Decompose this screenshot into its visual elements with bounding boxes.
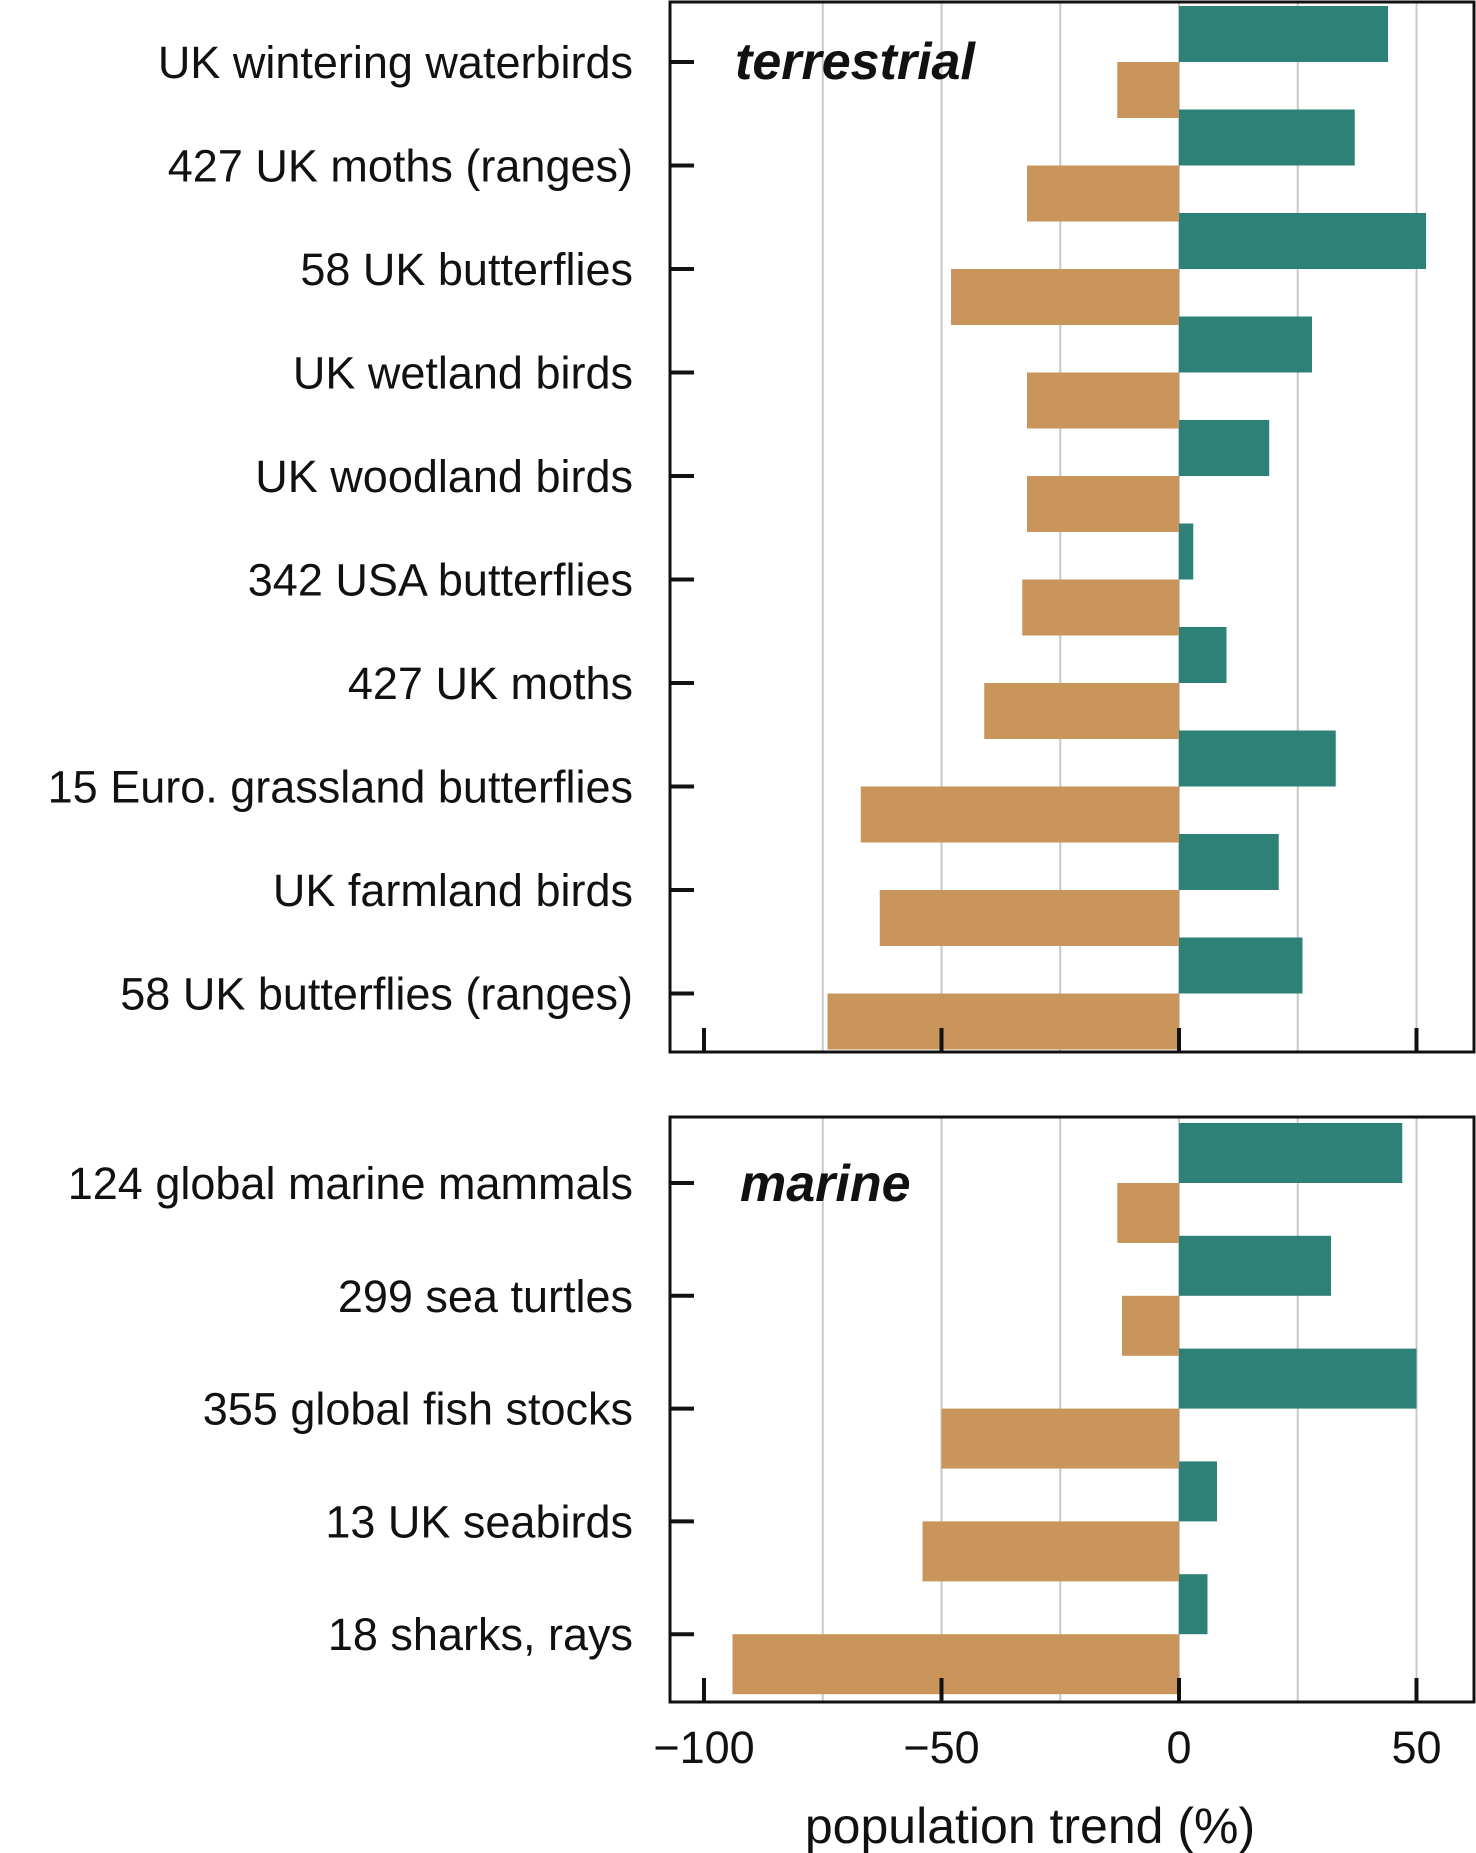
- bar-increase-uk-wetland-birds: [1179, 316, 1312, 373]
- bar-decline-uk-farmland-birds: [879, 890, 1179, 946]
- bar-decline-uk-wetland-birds: [1027, 372, 1179, 429]
- x-tick-label: −100: [653, 1722, 754, 1773]
- bar-increase-uk-woodland-birds: [1179, 420, 1270, 476]
- category-label-uk-wintering-waterbirds: UK wintering waterbirds: [158, 37, 633, 88]
- bar-increase-124-global-marine-mammals: [1179, 1123, 1403, 1183]
- bar-increase-58-uk-butterflies: [1179, 213, 1426, 269]
- x-tick-label: 0: [1166, 1722, 1191, 1773]
- category-label-15-euro-grassland-butterflies: 15 Euro. grassland butterflies: [48, 762, 633, 813]
- bar-decline-58-uk-butterflies: [951, 269, 1179, 325]
- bar-decline-uk-woodland-birds: [1027, 476, 1179, 532]
- category-label-58-uk-butterflies-ranges: 58 UK butterflies (ranges): [120, 969, 633, 1020]
- bar-increase-uk-farmland-birds: [1179, 834, 1279, 890]
- bar-decline-58-uk-butterflies-ranges: [827, 993, 1179, 1050]
- bar-decline-427-uk-moths: [984, 683, 1179, 739]
- category-label-18-sharks-rays: 18 sharks, rays: [328, 1609, 633, 1660]
- terrestrial-panel-title: terrestrial: [735, 33, 976, 91]
- category-label-uk-woodland-birds: UK woodland birds: [255, 451, 633, 502]
- category-label-299-sea-turtles: 299 sea turtles: [338, 1271, 633, 1322]
- bar-increase-427-uk-moths: [1179, 627, 1227, 683]
- bar-decline-427-uk-moths-ranges: [1027, 165, 1179, 222]
- category-label-uk-farmland-birds: UK farmland birds: [273, 865, 633, 916]
- terrestrial-panel: UK wintering waterbirds 427 UK moths (ran…: [48, 0, 1476, 1054]
- terrestrial-frame: [668, 0, 1476, 1054]
- bar-increase-13-uk-seabirds: [1179, 1461, 1217, 1522]
- category-label-58-uk-butterflies: 58 UK butterflies: [300, 244, 633, 295]
- bar-increase-355-global-fish-stocks: [1179, 1348, 1417, 1409]
- category-label-124-global-marine-mammals: 124 global marine mammals: [68, 1158, 633, 1209]
- x-axis: −100 −50 0 50: [653, 1722, 1441, 1773]
- marine-frame: [668, 1115, 1476, 1704]
- marine-panel: 124 global marine mammals 299 sea turtles…: [68, 1115, 1476, 1704]
- bar-decline-13-uk-seabirds: [922, 1521, 1179, 1582]
- bar-increase-58-uk-butterflies-ranges: [1179, 937, 1303, 994]
- bar-increase-427-uk-moths-ranges: [1179, 109, 1355, 166]
- x-tick-label: 50: [1391, 1722, 1441, 1773]
- bar-decline-uk-wintering-waterbirds: [1117, 62, 1179, 118]
- category-label-355-global-fish-stocks: 355 global fish stocks: [203, 1384, 633, 1435]
- x-axis-title: population trend (%): [805, 1798, 1255, 1853]
- x-tick-label: −50: [903, 1722, 979, 1773]
- category-label-427-uk-moths-ranges: 427 UK moths (ranges): [168, 141, 633, 192]
- marine-panel-title: marine: [740, 1155, 911, 1213]
- category-label-13-uk-seabirds: 13 UK seabirds: [325, 1496, 633, 1547]
- bar-decline-355-global-fish-stocks: [941, 1408, 1179, 1469]
- bar-increase-299-sea-turtles: [1179, 1235, 1331, 1296]
- bar-increase-15-euro-grassland-butterflies: [1179, 730, 1336, 787]
- bar-decline-124-global-marine-mammals: [1117, 1183, 1179, 1243]
- bar-decline-15-euro-grassland-butterflies: [860, 786, 1179, 843]
- bar-decline-342-usa-butterflies: [1022, 579, 1179, 636]
- category-label-uk-wetland-birds: UK wetland birds: [293, 348, 633, 399]
- category-label-427-uk-moths: 427 UK moths: [348, 658, 633, 709]
- bar-increase-18-sharks-rays: [1179, 1574, 1208, 1635]
- bar-decline-299-sea-turtles: [1122, 1295, 1179, 1356]
- category-label-342-usa-butterflies: 342 USA butterflies: [248, 555, 633, 606]
- bar-increase-uk-wintering-waterbirds: [1179, 6, 1388, 62]
- bar-increase-342-usa-butterflies: [1179, 523, 1194, 580]
- bar-decline-18-sharks-rays: [732, 1634, 1179, 1695]
